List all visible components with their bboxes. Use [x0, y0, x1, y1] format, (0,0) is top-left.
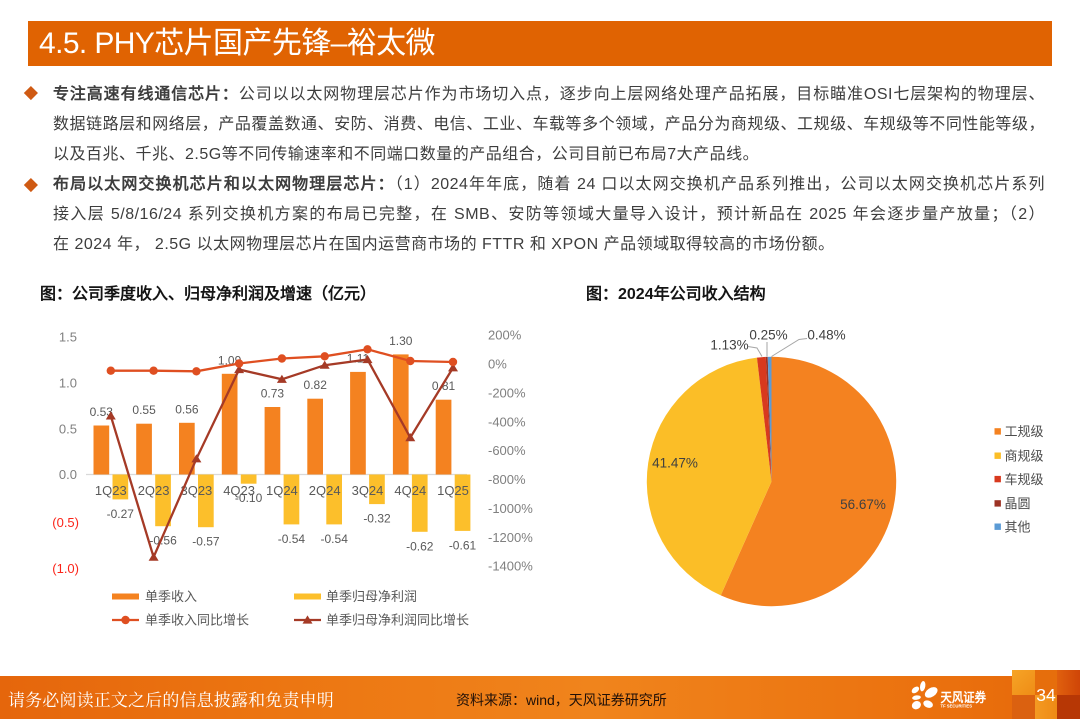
- svg-text:晶圆: 晶圆: [1005, 496, 1031, 511]
- svg-text:TF SECURITIES: TF SECURITIES: [941, 704, 973, 709]
- svg-text:单季收入: 单季收入: [145, 589, 197, 604]
- svg-text:-1200%: -1200%: [488, 530, 533, 545]
- svg-text:1.30: 1.30: [389, 334, 413, 348]
- svg-text:0.73: 0.73: [261, 387, 285, 401]
- svg-text:-200%: -200%: [488, 385, 526, 400]
- svg-text:(0.5): (0.5): [52, 515, 79, 530]
- svg-text:商规级: 商规级: [1005, 448, 1044, 463]
- svg-text:-0.54: -0.54: [321, 532, 349, 546]
- svg-text:-0.56: -0.56: [149, 534, 177, 548]
- svg-text:1.13%: 1.13%: [710, 338, 748, 353]
- svg-text:-0.54: -0.54: [278, 532, 306, 546]
- svg-text:0.56: 0.56: [175, 402, 199, 416]
- svg-text:天风证券: 天风证券: [941, 690, 987, 705]
- svg-text:1Q25: 1Q25: [437, 483, 469, 498]
- svg-text:-400%: -400%: [488, 414, 526, 429]
- svg-text:0.25%: 0.25%: [749, 327, 787, 342]
- svg-text:单季归母净利润: 单季归母净利润: [326, 589, 417, 604]
- svg-text:单季收入同比增长: 单季收入同比增长: [145, 613, 249, 628]
- svg-text:0%: 0%: [488, 357, 507, 372]
- svg-text:4Q24: 4Q24: [394, 483, 426, 498]
- svg-text:-0.61: -0.61: [449, 538, 477, 552]
- svg-text:1.5: 1.5: [59, 329, 77, 344]
- svg-text:1.0: 1.0: [59, 376, 77, 391]
- svg-text:单季归母净利润同比增长: 单季归母净利润同比增长: [326, 613, 469, 628]
- svg-text:4Q23: 4Q23: [223, 483, 255, 498]
- svg-text:3Q23: 3Q23: [180, 483, 212, 498]
- svg-text:0.53: 0.53: [90, 405, 114, 419]
- svg-text:0.0: 0.0: [59, 467, 77, 482]
- svg-text:0.82: 0.82: [304, 378, 328, 392]
- svg-text:-0.32: -0.32: [363, 512, 391, 526]
- svg-text:-1000%: -1000%: [488, 501, 533, 516]
- svg-text:(1.0): (1.0): [52, 561, 79, 576]
- svg-text:-800%: -800%: [488, 472, 526, 487]
- svg-text:0.48%: 0.48%: [807, 327, 845, 342]
- svg-text:200%: 200%: [488, 328, 522, 343]
- svg-text:-0.57: -0.57: [192, 535, 220, 549]
- svg-text:其他: 其他: [1005, 519, 1031, 534]
- svg-text:-1400%: -1400%: [488, 559, 533, 574]
- svg-text:-600%: -600%: [488, 443, 526, 458]
- svg-text:1Q24: 1Q24: [266, 483, 298, 498]
- svg-text:41.47%: 41.47%: [652, 456, 698, 471]
- svg-text:2Q23: 2Q23: [138, 483, 170, 498]
- svg-text:0.5: 0.5: [59, 422, 77, 437]
- svg-text:-0.62: -0.62: [406, 539, 434, 553]
- svg-text:2Q24: 2Q24: [309, 483, 341, 498]
- svg-text:3Q24: 3Q24: [352, 483, 384, 498]
- svg-text:0.55: 0.55: [132, 403, 156, 417]
- svg-text:0.81: 0.81: [432, 379, 456, 393]
- svg-text:工规级: 工规级: [1005, 424, 1044, 439]
- svg-text:-0.10: -0.10: [235, 491, 263, 505]
- svg-text:56.67%: 56.67%: [840, 497, 886, 512]
- svg-text:车规级: 车规级: [1005, 472, 1044, 487]
- svg-text:1Q23: 1Q23: [95, 483, 127, 498]
- svg-text:-0.27: -0.27: [107, 507, 135, 521]
